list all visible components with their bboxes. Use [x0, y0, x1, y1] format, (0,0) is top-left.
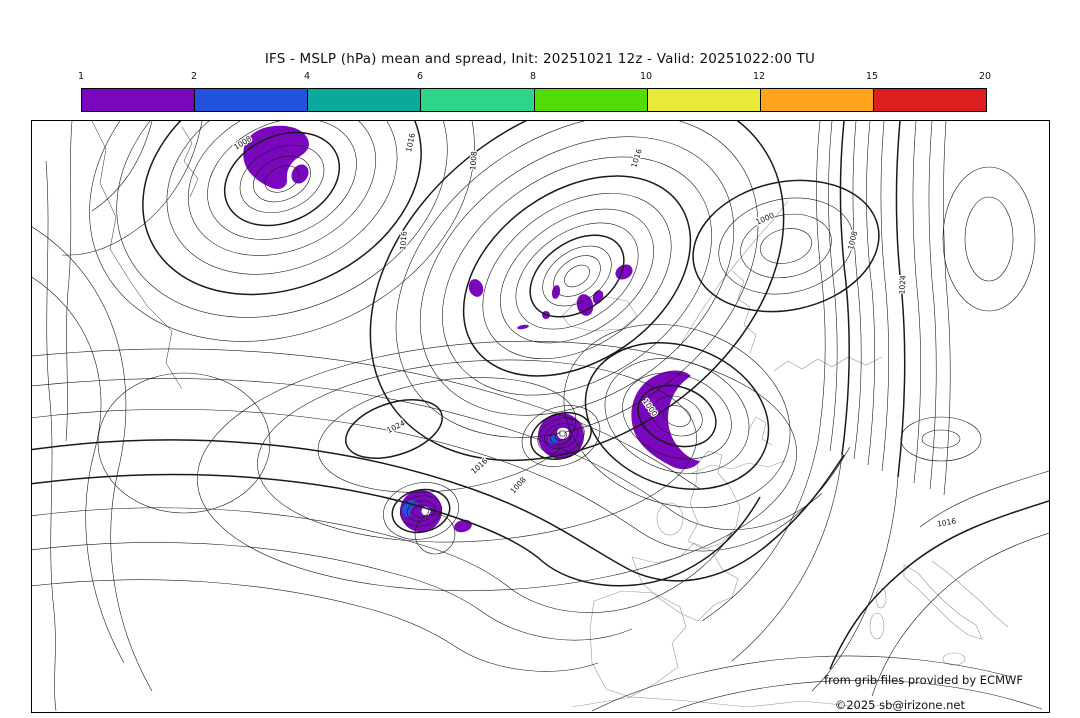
contour-label: 1016	[398, 231, 409, 251]
spread-region	[576, 294, 594, 316]
colorbar-tick: 15	[865, 71, 879, 82]
pressure-contour-chart: from grib files provided by ECMWF ©2025 …	[32, 121, 1049, 712]
spread-region	[551, 285, 561, 299]
colorbar-tick: 12	[752, 71, 766, 82]
colorbar-ticks: 1 2 4 6 8 10 12 15 20	[77, 71, 991, 85]
page-title: IFS - MSLP (hPa) mean and spread, Init: …	[264, 51, 816, 67]
weather-map: from grib files provided by ECMWF ©2025 …	[31, 120, 1050, 713]
spread-region	[468, 279, 484, 297]
attribution-line2: ©2025 sb@irizone.net	[835, 698, 966, 712]
spread-region	[291, 164, 309, 184]
colorbar-segment-8-10	[533, 89, 647, 111]
colorbar-segment-1-2	[82, 89, 195, 111]
contour-label: 1008	[468, 151, 479, 171]
colorbar-tick: 1	[77, 71, 85, 82]
colorbar-segment-15-20	[872, 89, 986, 111]
contour-label: 1008	[508, 475, 528, 495]
colorbar-segment-4-6	[307, 89, 421, 111]
spread-region	[517, 324, 529, 330]
colorbar-segment-12-15	[759, 89, 873, 111]
contour-label: 1016	[936, 516, 957, 528]
isobar-contours	[32, 121, 1049, 712]
colorbar-tick: 4	[303, 71, 311, 82]
spread-region	[454, 519, 472, 533]
contour-label: 1016	[404, 132, 417, 153]
contour-label: 1024	[897, 275, 907, 295]
colorbar	[81, 88, 987, 112]
colorbar-segment-2-4	[194, 89, 308, 111]
colorbar-tick: 8	[529, 71, 537, 82]
colorbar-tick: 6	[416, 71, 424, 82]
colorbar-tick: 20	[978, 71, 992, 82]
spread-region	[548, 435, 558, 445]
colorbar-tick: 10	[639, 71, 653, 82]
contour-label: 1024	[385, 418, 406, 435]
contour-label: 1008	[846, 230, 859, 251]
colorbar-segment-6-8	[420, 89, 534, 111]
colorbar-tick: 2	[190, 71, 198, 82]
attribution-line1: from grib files provided by ECMWF	[824, 673, 1023, 687]
colorbar-segment-10-12	[646, 89, 760, 111]
